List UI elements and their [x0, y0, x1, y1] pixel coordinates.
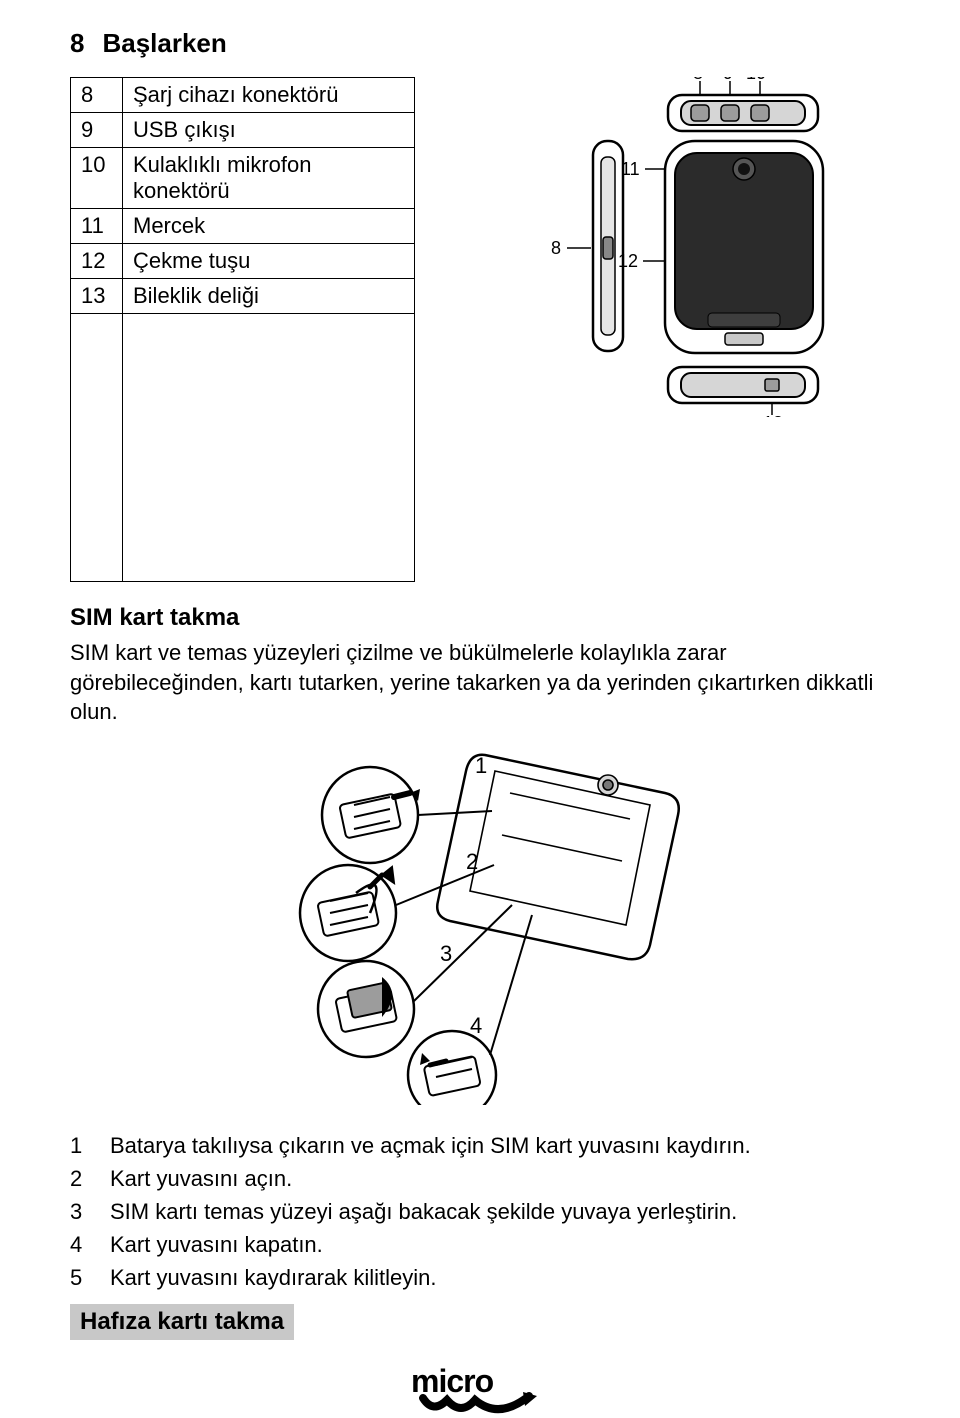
callout-label: 11: [621, 159, 640, 179]
step-num: 5: [70, 1261, 88, 1294]
step-text: SIM kartı temas yüzeyi aşağı bakacak şek…: [110, 1195, 737, 1228]
part-label: Bileklik deliği: [123, 279, 415, 314]
step-num: 3: [70, 1195, 88, 1228]
diagram-step-label: 2: [466, 849, 478, 874]
phone-diagram: 8 9 10 8 11 12 13: [433, 77, 868, 417]
table-row: 10Kulaklıklı mikrofon konektörü: [71, 148, 415, 209]
list-item: 2 Kart yuvasını açın.: [70, 1162, 890, 1195]
callout-label: 9: [723, 77, 733, 83]
part-num: 8: [71, 78, 123, 113]
table-row: 12Çekme tuşu: [71, 244, 415, 279]
callout-label: 8: [693, 77, 703, 83]
part-label: Şarj cihazı konektörü: [123, 78, 415, 113]
diagram-step-label: 3: [440, 941, 452, 966]
list-item: 1 Batarya takılıysa çıkarın ve açmak için…: [70, 1129, 890, 1162]
step-text: Kart yuvasını açın.: [110, 1162, 292, 1195]
empty-cell: [71, 314, 123, 582]
table-row: 8Şarj cihazı konektörü: [71, 78, 415, 113]
table-row: [71, 314, 415, 582]
sim-body: SIM kart ve temas yüzeyleri çizilme ve b…: [70, 638, 890, 727]
part-num: 12: [71, 244, 123, 279]
sim-diagram: 1 2 3 4: [270, 745, 690, 1105]
memory-card-heading: Hafıza kartı takma: [70, 1304, 294, 1340]
steps-list: 1 Batarya takılıysa çıkarın ve açmak için…: [70, 1129, 890, 1294]
part-num: 13: [71, 279, 123, 314]
callout-label: 12: [618, 251, 638, 271]
parts-block: 8Şarj cihazı konektörü 9USB çıkışı 10Kul…: [70, 77, 890, 582]
parts-table: 8Şarj cihazı konektörü 9USB çıkışı 10Kul…: [70, 77, 415, 582]
part-label: Çekme tuşu: [123, 244, 415, 279]
svg-text:micro: micro: [411, 1363, 494, 1399]
callout-label: 8: [551, 238, 561, 258]
step-text: Kart yuvasını kapatın.: [110, 1228, 323, 1261]
list-item: 3 SIM kartı temas yüzeyi aşağı bakacak şe…: [70, 1195, 890, 1228]
page-number: 8: [70, 28, 84, 59]
part-num: 11: [71, 209, 123, 244]
part-label: Kulaklıklı mikrofon konektörü: [123, 148, 415, 209]
part-num: 10: [71, 148, 123, 209]
step-text: Batarya takılıysa çıkarın ve açmak için …: [110, 1129, 751, 1162]
micro-sd-logo-icon: micro: [405, 1358, 555, 1418]
sim-heading: SIM kart takma: [70, 604, 890, 632]
table-row: 11Mercek: [71, 209, 415, 244]
diagram-step-label: 1: [475, 753, 487, 778]
diagram-step-label: 4: [470, 1013, 482, 1038]
list-item: 4 Kart yuvasını kapatın.: [70, 1228, 890, 1261]
list-item: 5 Kart yuvasını kaydırarak kilitleyin.: [70, 1261, 890, 1294]
step-num: 1: [70, 1129, 88, 1162]
table-row: 13Bileklik deliği: [71, 279, 415, 314]
table-row: 9USB çıkışı: [71, 113, 415, 148]
callout-label: 10: [746, 77, 766, 83]
callout-label: 13: [763, 413, 783, 417]
empty-cell: [123, 314, 415, 582]
step-num: 4: [70, 1228, 88, 1261]
page-header: 8 Başlarken: [70, 28, 890, 59]
part-label: USB çıkışı: [123, 113, 415, 148]
part-label: Mercek: [123, 209, 415, 244]
step-text: Kart yuvasını kaydırarak kilitleyin.: [110, 1261, 436, 1294]
part-num: 9: [71, 113, 123, 148]
step-num: 2: [70, 1162, 88, 1195]
page-title: Başlarken: [102, 28, 226, 59]
